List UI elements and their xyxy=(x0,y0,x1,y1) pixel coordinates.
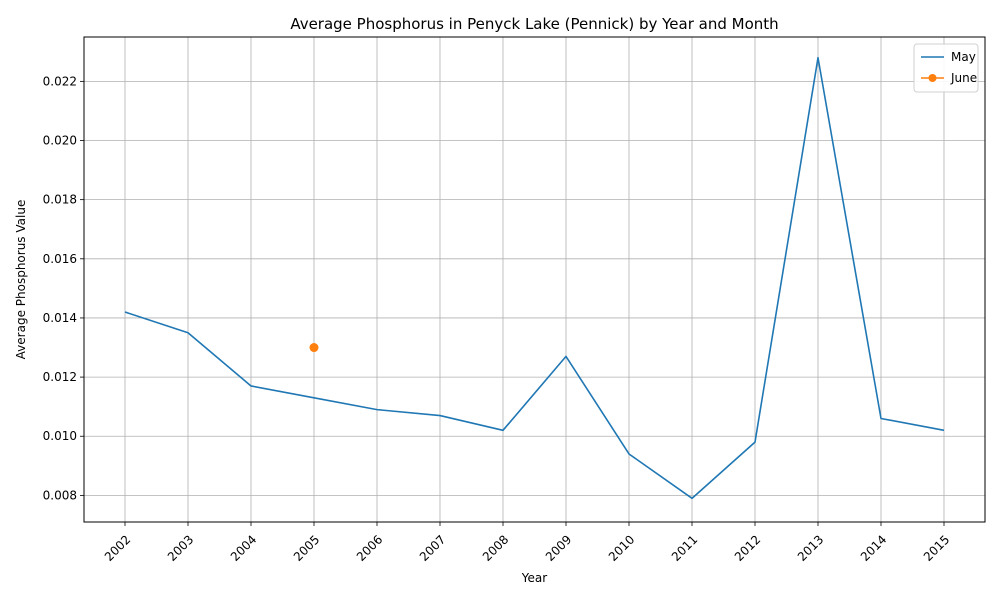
y-tick-label: 0.010 xyxy=(43,429,77,443)
legend-marker-june xyxy=(928,74,937,82)
data-point-june xyxy=(309,343,319,353)
chart-title: Average Phosphorus in Penyck Lake (Penni… xyxy=(290,15,778,33)
legend-label-may: May xyxy=(951,50,976,64)
y-tick-label: 0.008 xyxy=(43,488,77,502)
legend: May June xyxy=(913,43,979,93)
y-tick-label: 0.020 xyxy=(43,134,77,148)
y-tick-label: 0.018 xyxy=(43,193,77,207)
grid-lines xyxy=(84,37,985,522)
y-tick-label: 0.012 xyxy=(43,370,77,384)
series-layer xyxy=(124,56,945,500)
legend-label-june: June xyxy=(950,71,977,85)
y-tick-label: 0.022 xyxy=(43,74,77,88)
x-axis-label: Year xyxy=(521,571,547,585)
y-axis: 0.008 0.010 0.012 0.014 0.016 0.018 0.020 0.022 xyxy=(43,74,84,502)
plot-frame xyxy=(83,36,986,523)
series-line-may xyxy=(124,56,945,500)
y-axis-label: Average Phosphorus Value xyxy=(14,200,28,360)
y-tick-label: 0.016 xyxy=(43,252,77,266)
y-tick-label: 0.014 xyxy=(43,311,77,325)
